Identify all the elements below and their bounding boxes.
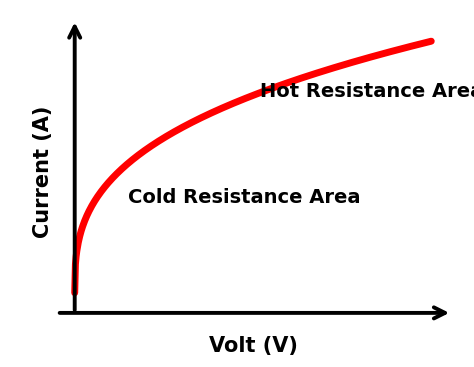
Text: Volt (V): Volt (V) (209, 335, 297, 356)
Text: Current (A): Current (A) (33, 106, 53, 238)
Text: Hot Resistance Area: Hot Resistance Area (260, 82, 474, 101)
Text: Cold Resistance Area: Cold Resistance Area (128, 188, 361, 207)
